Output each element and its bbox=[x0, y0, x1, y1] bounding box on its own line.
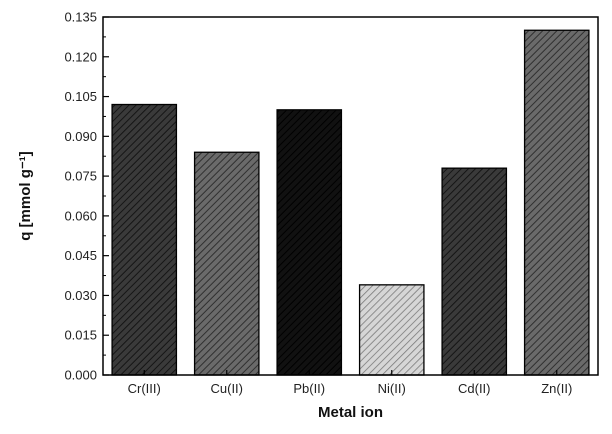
y-tick-label: 0.060 bbox=[64, 208, 97, 223]
bar-cdii bbox=[441, 167, 508, 376]
y-axis-ticks: 0.000 0.015 0.030 0.045 0.060 0.075 0.090 0.105… bbox=[64, 10, 109, 383]
bar-znii bbox=[523, 29, 590, 376]
y-axis-title: q [mmol g⁻¹] bbox=[17, 151, 34, 241]
y-tick-label: 0.135 bbox=[64, 10, 97, 25]
bar-niii bbox=[358, 284, 425, 376]
x-tick-label: Cr(III) bbox=[128, 381, 161, 396]
bar-criii bbox=[111, 103, 178, 376]
plot-frame bbox=[102, 16, 599, 376]
x-tick-label: Cd(II) bbox=[458, 381, 491, 396]
bar-cuii bbox=[193, 151, 260, 376]
x-tick-label: Cu(II) bbox=[211, 381, 244, 396]
x-tick-label: Pb(II) bbox=[293, 381, 325, 396]
y-tick-label: 0.120 bbox=[64, 49, 97, 64]
bar-pbii bbox=[276, 109, 343, 376]
y-tick-label: 0.075 bbox=[64, 169, 97, 184]
x-axis-title: Metal ion bbox=[318, 404, 383, 421]
x-axis-ticks: Cr(III) Cu(II) Pb(II) Ni(II) Cd(II) Zn(II) bbox=[128, 370, 572, 396]
y-tick-label: 0.105 bbox=[64, 89, 97, 104]
y-tick-label: 0.015 bbox=[64, 328, 97, 343]
y-tick-label: 0.030 bbox=[64, 288, 97, 303]
x-tick-label: Zn(II) bbox=[541, 381, 572, 396]
x-tick-label: Ni(II) bbox=[378, 381, 406, 396]
y-tick-label: 0.000 bbox=[64, 368, 97, 383]
y-tick-label: 0.090 bbox=[64, 129, 97, 144]
bars-group bbox=[111, 29, 590, 376]
y-tick-label: 0.045 bbox=[64, 248, 97, 263]
